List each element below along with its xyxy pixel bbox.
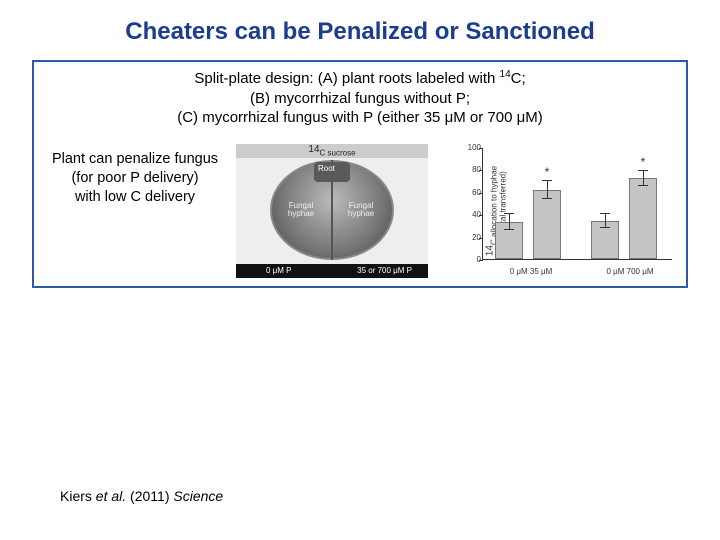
y-tick-mark <box>479 238 483 239</box>
error-bar <box>643 171 644 187</box>
text: Plant can penalize fungus <box>52 151 218 167</box>
text: Split-plate design: (A) plant roots labe… <box>194 70 499 87</box>
mu-icon: μ <box>517 109 526 126</box>
error-bar <box>547 181 548 199</box>
text: M <box>521 267 528 276</box>
content-box: Split-plate design: (A) plant roots labe… <box>32 60 688 288</box>
citation: Kiers et al. (2011) Science <box>60 488 223 504</box>
citation-journal: Science <box>173 488 223 504</box>
error-cap <box>600 227 610 228</box>
fungal-hyphae-label-left: Fungalhyphae <box>280 202 322 218</box>
caption-left: 0 μM P <box>266 264 292 278</box>
y-tick-mark <box>479 148 483 149</box>
caption-right: 35 or 700 μM P <box>357 264 412 278</box>
plate-caption: 0 μM P 35 or 700 μM P <box>236 264 428 278</box>
text: M <box>618 267 625 276</box>
design-line-a: Split-plate design: (A) plant roots labe… <box>194 70 525 87</box>
error-cap <box>638 185 648 186</box>
superscript: 14 <box>308 144 319 155</box>
text: C; <box>511 70 526 87</box>
bar <box>533 190 561 259</box>
slide-title: Cheaters can be Penalized or Sanctioned <box>0 18 720 46</box>
mu-icon: μ <box>445 109 454 126</box>
text: 35 <box>530 267 541 276</box>
text: C sucrose <box>320 149 356 158</box>
root-label: Root <box>318 164 335 173</box>
error-cap <box>542 180 552 181</box>
error-cap <box>638 170 648 171</box>
text: with low C delivery <box>75 189 195 205</box>
bar-chart: 14C allocation to hyphae (% of total tra… <box>438 144 680 278</box>
citation-author: Kiers <box>60 488 96 504</box>
y-tick-mark <box>479 193 483 194</box>
plot-area: 020406080100** <box>482 148 672 260</box>
superscript: 14 <box>500 69 511 80</box>
text: M P <box>277 266 291 275</box>
text: (for poor P delivery) <box>71 170 198 186</box>
design-description: Split-plate design: (A) plant roots labe… <box>34 68 686 128</box>
error-cap <box>504 213 514 214</box>
text: 0 <box>266 266 273 275</box>
bar <box>629 178 657 259</box>
x-label-group-2: 0 μM 700 μM <box>592 267 668 276</box>
error-bar <box>605 214 606 227</box>
text: M or 700 <box>453 109 516 126</box>
text: hyphae <box>288 209 314 218</box>
significance-star-icon: * <box>641 155 646 169</box>
lower-row: Plant can penalize fungus (for poor P de… <box>40 144 680 280</box>
error-cap <box>600 213 610 214</box>
design-line-b: (B) mycorrhizal fungus without P; <box>250 90 470 107</box>
significance-star-icon: * <box>545 165 550 179</box>
split-plate-figure: 14C sucrose Root Fungalhyphae Fungalhyph… <box>236 144 428 278</box>
error-cap <box>504 229 514 230</box>
y-tick-mark <box>479 170 483 171</box>
penalize-text: Plant can penalize fungus (for poor P de… <box>40 150 230 207</box>
y-tick-mark <box>479 215 483 216</box>
x-label-group-1: 0 μM 35 μM <box>496 267 566 276</box>
fungal-hyphae-label-right: Fungalhyphae <box>340 202 382 218</box>
design-line-c: (C) mycorrhizal fungus with P (either 35… <box>177 109 543 126</box>
citation-etal: et al. <box>96 488 126 504</box>
sucrose-label: 14C sucrose <box>236 144 428 158</box>
text: M <box>546 267 553 276</box>
text: hyphae <box>348 209 374 218</box>
error-bar <box>509 214 510 230</box>
text: (C) mycorrhizal fungus with P (either 35 <box>177 109 444 126</box>
citation-year: (2011) <box>126 488 173 504</box>
text: M <box>647 267 654 276</box>
error-cap <box>542 198 552 199</box>
text: M P <box>398 266 412 275</box>
text: 35 or 700 <box>357 266 393 275</box>
text: 700 <box>627 267 643 276</box>
y-tick-mark <box>479 260 483 261</box>
text: M) <box>525 109 543 126</box>
